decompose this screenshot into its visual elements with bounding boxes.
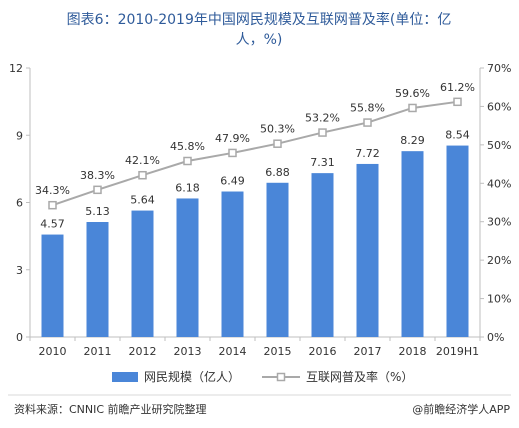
bar-value-label: 7.31 [310,156,335,169]
line-point [183,156,192,166]
bar-value-label: 6.18 [175,181,200,194]
bar-value-label: 5.13 [85,205,110,218]
line-value-label: 34.3% [35,184,70,197]
line-value-label: 47.9% [215,132,250,145]
x-tick-label: 2011 [84,345,112,358]
line-value-label: 61.2% [440,81,475,94]
legend-bar-label: 网民规模（亿人） [144,369,240,384]
y-left-tick-label: 9 [16,129,23,142]
legend-line-label: 互联网普及率（%） [306,369,413,384]
y-right-tick-label: 0% [487,331,504,344]
y-right-tick-label: 30% [487,216,511,229]
x-tick-label: 2016 [309,345,337,358]
bar [86,222,109,337]
legend-bar-swatch [112,372,138,382]
bar [266,182,289,337]
line-point [48,200,57,210]
bar [446,145,469,337]
x-tick-label: 2015 [264,345,292,358]
chart-title-line-2: 人，%) [236,32,283,48]
x-tick-label: 2017 [354,345,382,358]
line-value-label: 45.8% [170,140,205,153]
line-point [318,128,327,137]
y-left-tick-label: 12 [9,62,23,75]
bar [221,191,244,337]
line-point [93,185,102,195]
x-tick-label: 2012 [129,345,157,358]
line-value-label: 53.2% [305,112,340,125]
bar-value-label: 6.49 [220,175,245,188]
line-value-label: 59.6% [395,87,430,100]
y-left-tick-label: 6 [16,197,23,210]
bar-value-label: 7.72 [355,147,380,160]
bar-value-label: 6.88 [265,166,290,179]
line-point [363,118,372,127]
y-right-tick-label: 70% [487,62,511,75]
bar [356,163,379,337]
bar [311,173,334,337]
y-right-tick-label: 40% [487,177,511,190]
y-left-tick-label: 3 [16,264,23,277]
line-point [273,139,282,148]
legend-line-marker [276,372,286,382]
bar [131,210,154,337]
y-right-tick-label: 10% [487,293,511,306]
bar-value-label: 5.64 [130,194,155,207]
line-value-label: 42.1% [125,154,160,167]
bar [41,234,64,337]
line-value-label: 50.3% [260,123,295,136]
bar-value-label: 8.29 [400,134,425,147]
y-right-tick-label: 20% [487,254,511,267]
plot-area: 0 3 6 9 12 0% 10% 20% 30% 40% 50% 60% 70% 2010 2011 201… [9,62,511,358]
x-tick-label: 2014 [219,345,247,358]
bar [176,198,199,337]
line-point [228,148,237,158]
line-value-label: 38.3% [80,169,115,182]
line-series-path [52,100,458,207]
legend: 网民规模（亿人） 互联网普及率（%） [112,369,413,384]
brand-watermark: @前瞻经济学人APP [412,402,510,416]
x-tick-label: 2010 [39,345,67,358]
line-point [138,170,147,180]
y-right-tick-label: 60% [487,100,511,113]
bar-value-label: 8.54 [445,129,470,142]
chart-title: 图表6：2010-2019年中国网民规模及互联网普及率(单位：亿 人，%) [67,11,452,48]
y-right-tick-label: 50% [487,139,511,152]
x-tick-label: 2013 [174,345,202,358]
bar-value-label: 4.57 [40,218,65,231]
bar [401,151,424,337]
line-point [453,97,462,107]
y-left-tick-label: 0 [16,331,23,344]
source-note: 资料来源：CNNIC 前瞻产业研究院整理 [14,402,207,416]
x-tick-label: 2019H1 [436,345,479,358]
chart-title-line-1: 图表6：2010-2019年中国网民规模及互联网普及率(单位：亿 [67,11,452,28]
line-value-label: 55.8% [350,102,385,115]
line-point [408,103,417,113]
x-tick-label: 2018 [399,345,427,358]
